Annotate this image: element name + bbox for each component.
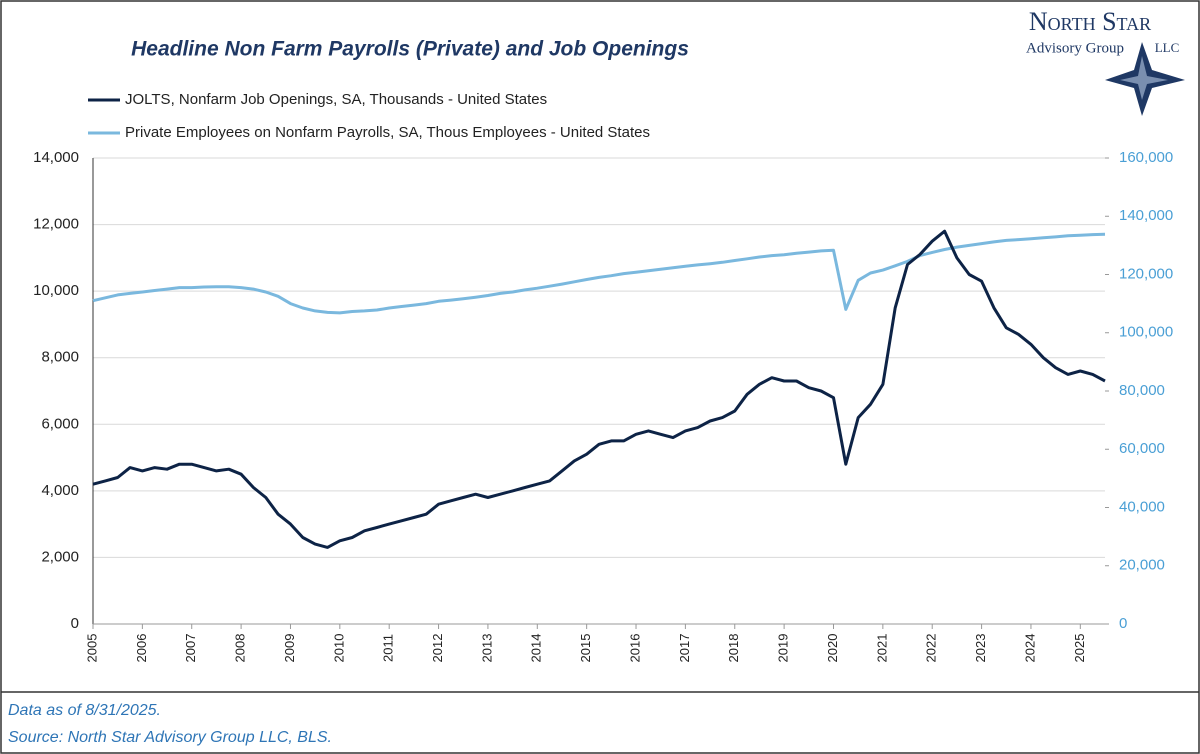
x-tick-label: 2025 [1072, 634, 1087, 663]
x-tick-label: 2017 [677, 634, 692, 663]
logo-subtitle: Advisory Group [1026, 40, 1124, 56]
x-tick-label: 2024 [1022, 634, 1037, 663]
x-tick-label: 2015 [578, 634, 593, 663]
x-tick-label: 2020 [825, 634, 840, 663]
y2-tick-label: 60,000 [1119, 440, 1165, 457]
x-tick-label: 2013 [479, 634, 494, 663]
footer-source: Source: North Star Advisory Group LLC, B… [8, 729, 332, 746]
x-tick-label: 2023 [973, 634, 988, 663]
legend-label: JOLTS, Nonfarm Job Openings, SA, Thousan… [125, 91, 547, 108]
chart-title: Headline Non Farm Payrolls (Private) and… [131, 38, 689, 61]
logo-suffix: LLC [1155, 40, 1180, 55]
x-tick-label: 2011 [381, 634, 396, 662]
x-tick-label: 2008 [233, 634, 248, 663]
x-tick-label: 2016 [627, 634, 642, 663]
y-tick-label: 4,000 [41, 482, 79, 499]
x-tick-label: 2006 [134, 634, 149, 663]
y-tick-label: 14,000 [33, 149, 79, 166]
series-line [92, 232, 1106, 315]
y2-tick-label: 120,000 [1119, 265, 1173, 282]
footer-note: Data as of 8/31/2025. [8, 702, 161, 719]
y2-tick-label: 0 [1119, 615, 1127, 632]
logo-name: North Star [1029, 7, 1151, 36]
y-tick-label: 0 [71, 615, 79, 632]
y2-tick-label: 100,000 [1119, 324, 1173, 341]
y2-tick-label: 20,000 [1119, 557, 1165, 574]
y2-tick-label: 40,000 [1119, 498, 1165, 515]
y-tick-label: 12,000 [33, 216, 79, 233]
x-tick-label: 2012 [430, 634, 445, 663]
logo-star-inner [1120, 56, 1168, 100]
x-tick-label: 2005 [84, 634, 99, 663]
y2-tick-label: 140,000 [1119, 207, 1173, 224]
x-tick-label: 2018 [726, 634, 741, 663]
x-tick-label: 2014 [529, 634, 544, 663]
x-tick-label: 2022 [924, 634, 939, 663]
x-tick-label: 2009 [282, 634, 297, 663]
legend-label: Private Employees on Nonfarm Payrolls, S… [125, 124, 650, 141]
x-tick-label: 2019 [776, 634, 791, 663]
x-tick-label: 2007 [183, 634, 198, 663]
y2-tick-label: 160,000 [1119, 149, 1173, 166]
x-tick-label: 2021 [874, 634, 889, 663]
y-tick-label: 8,000 [41, 349, 79, 366]
y-tick-label: 6,000 [41, 415, 79, 432]
x-tick-label: 2010 [331, 634, 346, 663]
y-tick-label: 10,000 [33, 282, 79, 299]
series-line [92, 229, 1106, 549]
y-tick-label: 2,000 [41, 548, 79, 565]
y2-tick-label: 80,000 [1119, 382, 1165, 399]
